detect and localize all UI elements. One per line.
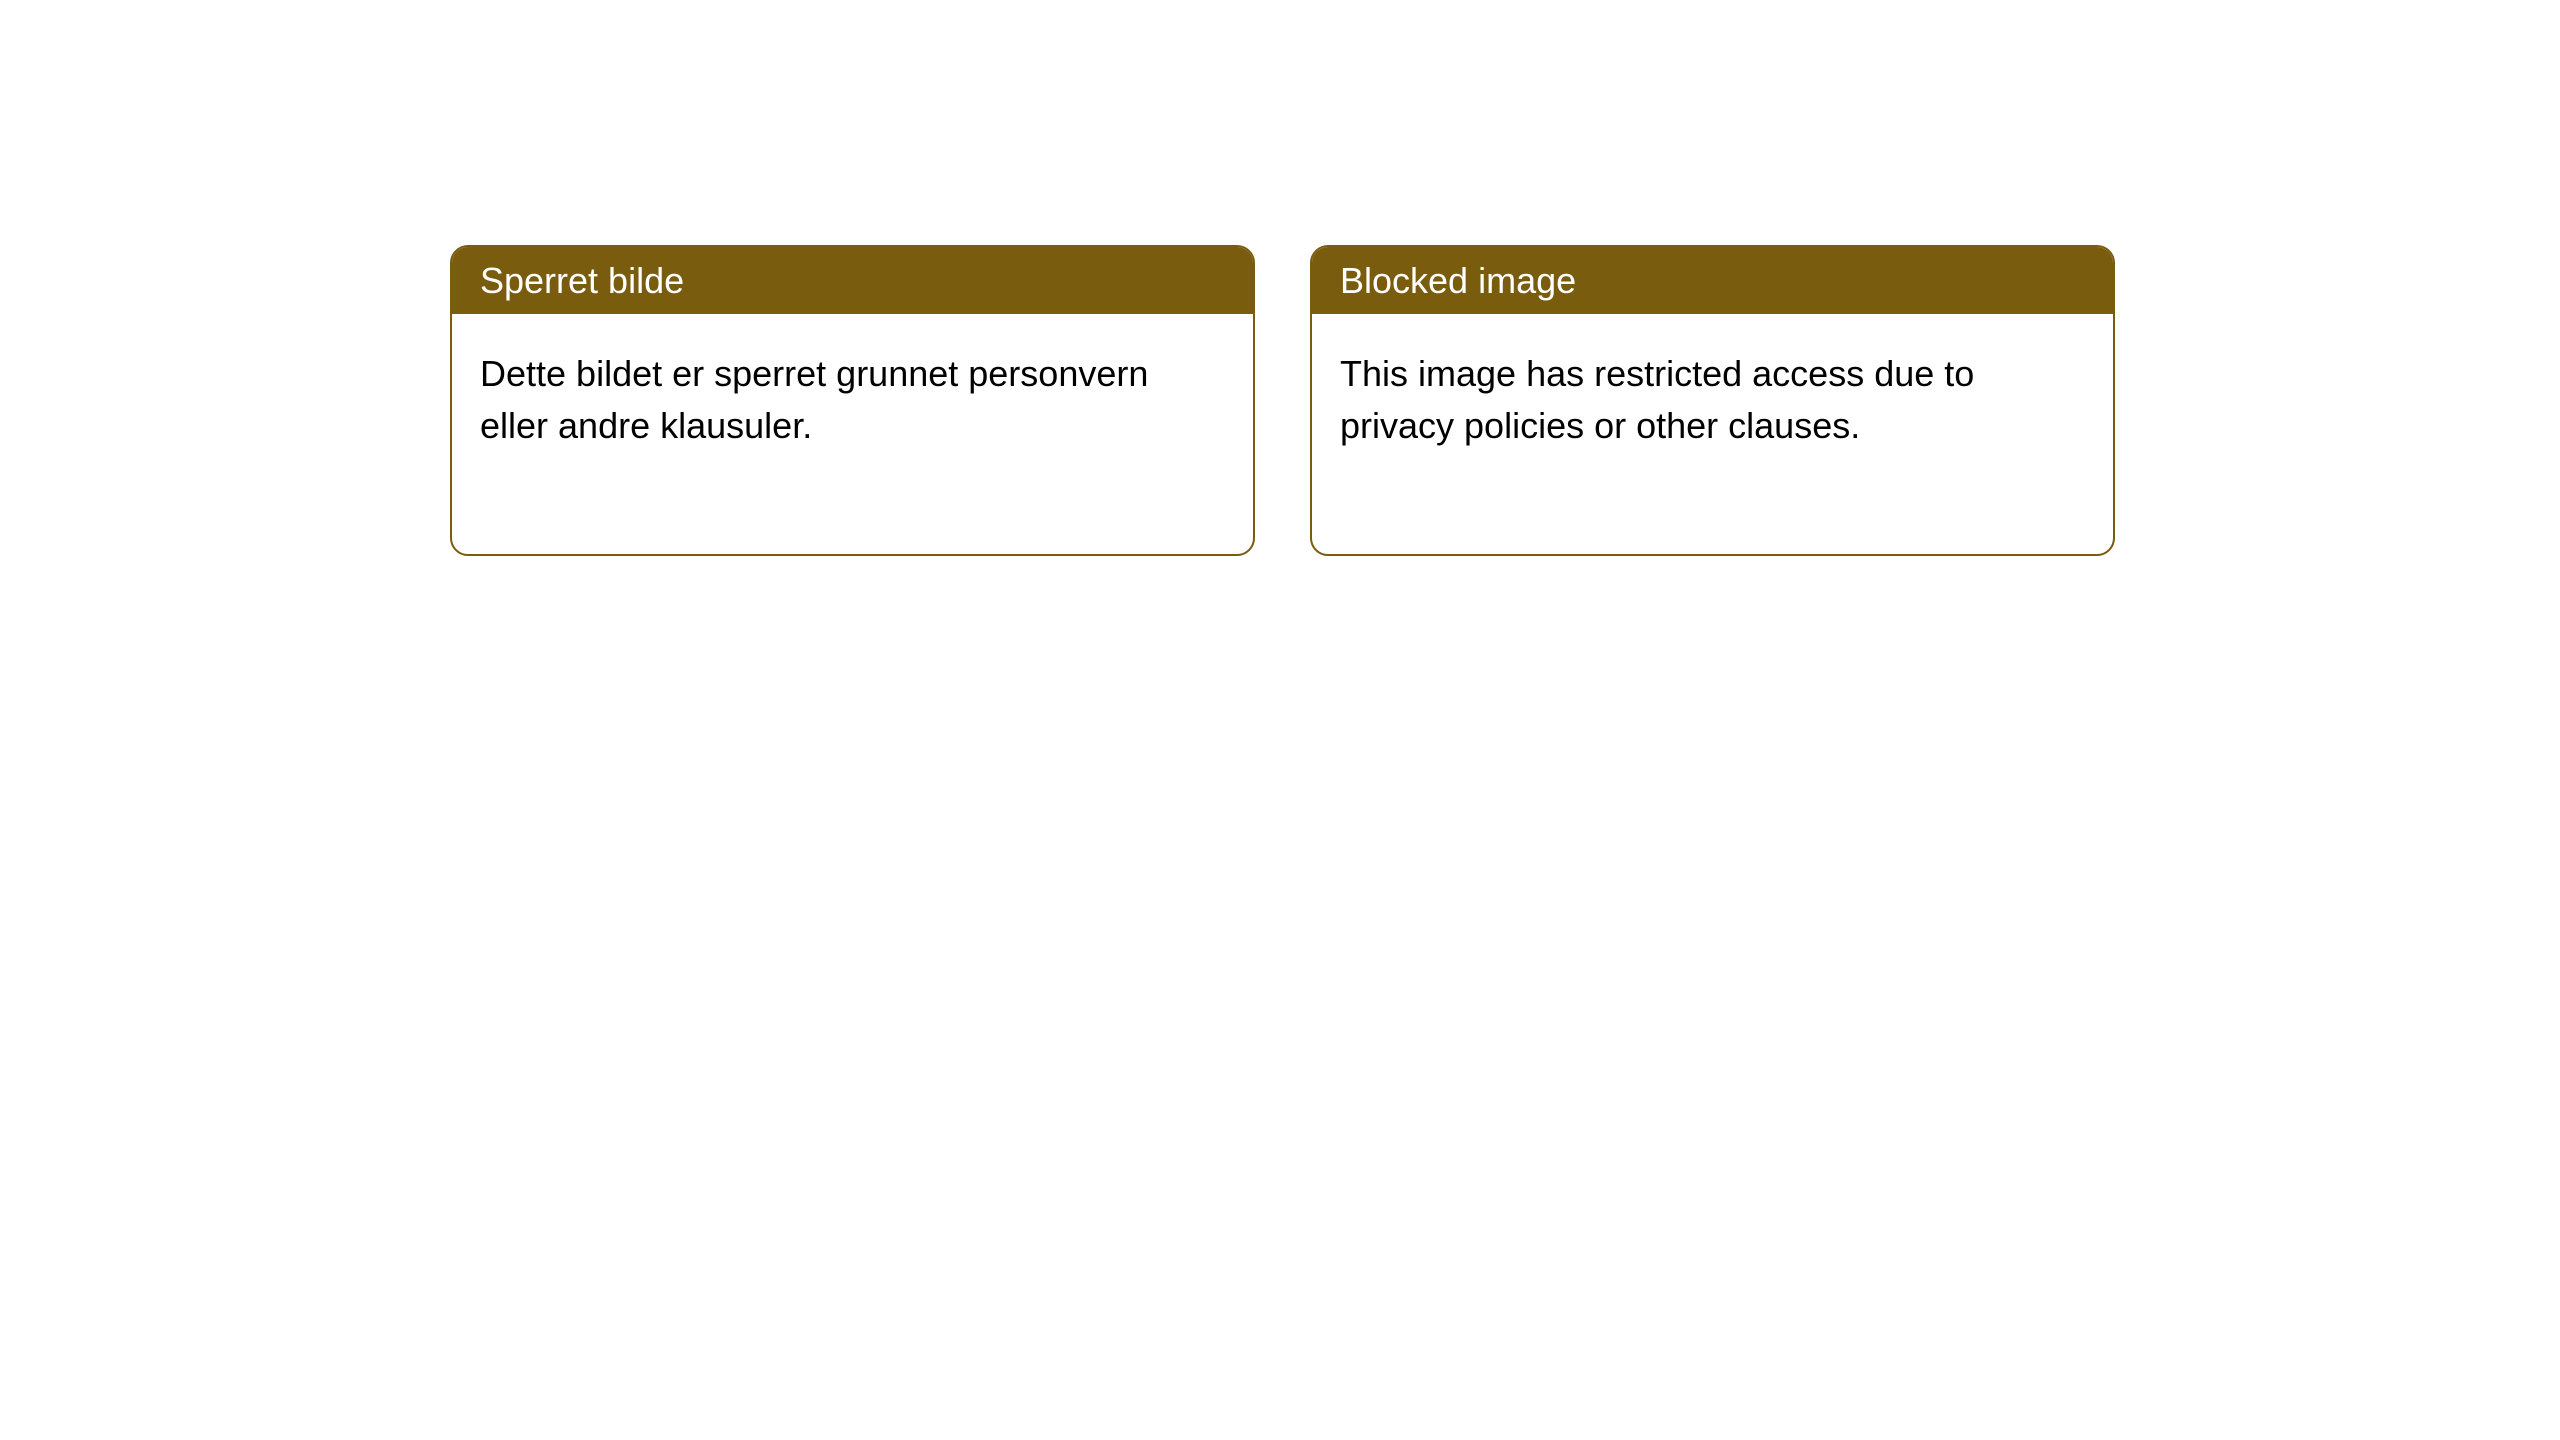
notice-container: Sperret bilde Dette bildet er sperret gr… xyxy=(450,245,2115,556)
card-header-en: Blocked image xyxy=(1312,247,2113,314)
card-body-en: This image has restricted access due to … xyxy=(1312,314,2113,554)
card-body-no: Dette bildet er sperret grunnet personve… xyxy=(452,314,1253,554)
card-header-no: Sperret bilde xyxy=(452,247,1253,314)
blocked-image-card-en: Blocked image This image has restricted … xyxy=(1310,245,2115,556)
blocked-image-card-no: Sperret bilde Dette bildet er sperret gr… xyxy=(450,245,1255,556)
